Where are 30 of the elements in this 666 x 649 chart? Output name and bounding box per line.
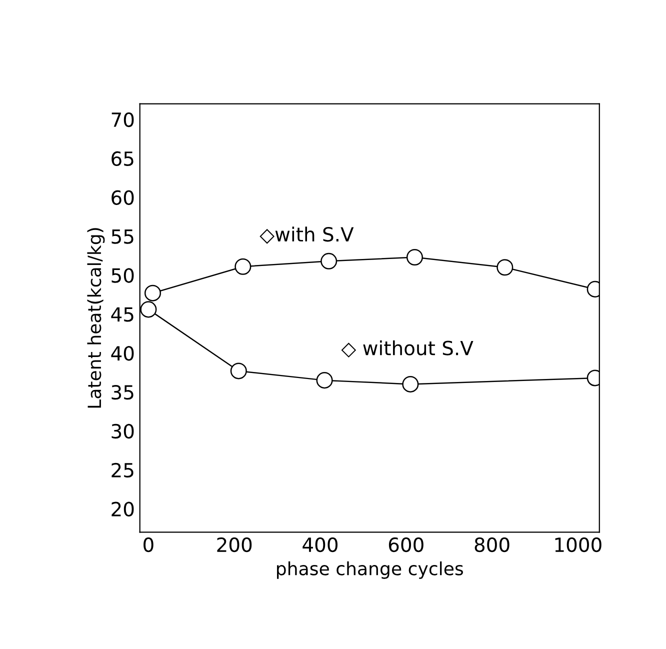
point — [402, 376, 419, 392]
point — [320, 252, 338, 270]
y-tick-label: 20 — [112, 502, 134, 516]
y-tick-label: 30 — [112, 424, 134, 439]
point — [406, 249, 423, 266]
y-tick-label: 50 — [112, 268, 134, 283]
series-label: ◇ without S.V — [341, 340, 474, 358]
point — [144, 284, 162, 302]
y-axis-title: Latent heat(kcal/kg) — [87, 228, 105, 408]
x-tick-label: 600 — [388, 537, 424, 552]
y-tick-label: 40 — [111, 346, 134, 361]
y-tick-label: 45 — [111, 307, 134, 322]
x-tick-label: 0 — [144, 537, 154, 552]
y-tick-label: 65 — [112, 151, 134, 166]
x-axis-title: phase change cycles — [277, 561, 463, 579]
y-tick-label: 70 — [112, 112, 134, 128]
y-tick-label: 60 — [112, 190, 134, 205]
point — [316, 372, 333, 389]
y-tick-label: 35 — [112, 384, 134, 400]
point — [140, 301, 157, 318]
x-tick-label: 400 — [302, 537, 338, 552]
point — [230, 362, 247, 380]
x-tick-label: 1000 — [555, 537, 602, 552]
point — [496, 259, 514, 276]
x-tick-label: 200 — [217, 537, 252, 552]
y-tick-label: 55 — [112, 229, 134, 244]
x-tick-label: 800 — [474, 537, 510, 552]
y-tick-label: 25 — [112, 462, 134, 478]
point — [234, 258, 252, 275]
series-label: ◇with S.V — [260, 226, 354, 244]
